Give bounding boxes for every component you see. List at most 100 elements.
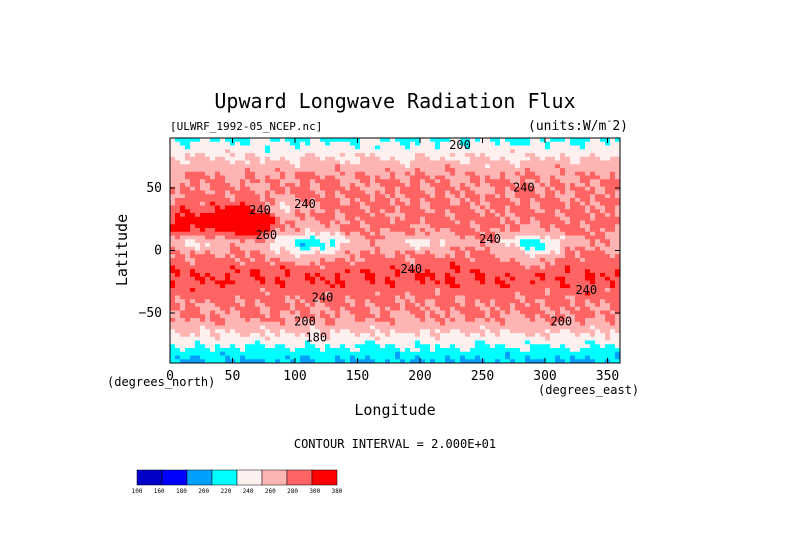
- heatmap-cell: [395, 306, 401, 311]
- heatmap-cell: [325, 190, 331, 195]
- heatmap-cell: [395, 194, 401, 199]
- heatmap-cell: [550, 306, 556, 311]
- heatmap-cell: [530, 179, 536, 184]
- heatmap-cell: [325, 201, 331, 206]
- heatmap-cell: [455, 336, 461, 341]
- heatmap-cell: [185, 314, 191, 319]
- heatmap-cell: [325, 194, 331, 199]
- heatmap-cell: [610, 261, 616, 266]
- heatmap-cell: [515, 179, 521, 184]
- heatmap-cell: [350, 336, 356, 341]
- heatmap-cell: [395, 228, 401, 233]
- heatmap-cell: [180, 149, 186, 154]
- heatmap-cell: [200, 149, 206, 154]
- heatmap-cell: [175, 265, 181, 270]
- heatmap-cell: [510, 183, 516, 188]
- heatmap-cell: [340, 265, 346, 270]
- heatmap-cell: [470, 201, 476, 206]
- heatmap-cell: [170, 333, 176, 338]
- heatmap-cell: [615, 284, 620, 289]
- heatmap-cell: [260, 295, 266, 300]
- heatmap-cell: [240, 190, 246, 195]
- heatmap-cell: [285, 291, 291, 296]
- heatmap-cell: [365, 156, 371, 161]
- heatmap-cell: [575, 314, 581, 319]
- heatmap-cell: [210, 314, 216, 319]
- heatmap-cell: [435, 213, 441, 218]
- heatmap-cell: [355, 321, 361, 326]
- heatmap-cell: [400, 261, 406, 266]
- heatmap-cell: [310, 156, 316, 161]
- heatmap-cell: [215, 168, 221, 173]
- heatmap-cell: [300, 160, 306, 165]
- heatmap-cell: [315, 231, 321, 236]
- plot-area: [170, 138, 620, 363]
- heatmap-cell: [230, 175, 236, 180]
- heatmap-cell: [545, 250, 551, 255]
- heatmap-cell: [500, 258, 506, 263]
- heatmap-cell: [570, 145, 576, 150]
- heatmap-cell: [270, 231, 276, 236]
- heatmap-cell: [285, 280, 291, 285]
- heatmap-cell: [205, 213, 211, 218]
- heatmap-cell: [415, 269, 421, 274]
- heatmap-cell: [350, 194, 356, 199]
- heatmap-cell: [265, 258, 271, 263]
- heatmap-cell: [330, 261, 336, 266]
- heatmap-cell: [390, 205, 396, 210]
- heatmap-cell: [405, 284, 411, 289]
- heatmap-cell: [225, 299, 231, 304]
- heatmap-cell: [550, 295, 556, 300]
- heatmap-cell: [255, 258, 261, 263]
- heatmap-cell: [235, 209, 241, 214]
- heatmap-cell: [460, 336, 466, 341]
- heatmap-cell: [560, 164, 566, 169]
- heatmap-cell: [565, 156, 571, 161]
- heatmap-cell: [490, 284, 496, 289]
- heatmap-cell: [255, 318, 261, 323]
- heatmap-cell: [540, 198, 546, 203]
- heatmap-cell: [540, 164, 546, 169]
- heatmap-cell: [380, 220, 386, 225]
- heatmap-cell: [480, 201, 486, 206]
- heatmap-cell: [240, 314, 246, 319]
- heatmap-cell: [420, 141, 426, 146]
- heatmap-cell: [430, 265, 436, 270]
- heatmap-cell: [610, 186, 616, 191]
- heatmap-cell: [380, 160, 386, 165]
- heatmap-cell: [190, 284, 196, 289]
- heatmap-cell: [355, 295, 361, 300]
- heatmap-cell: [220, 209, 226, 214]
- heatmap-cell: [395, 209, 401, 214]
- heatmap-cell: [605, 149, 611, 154]
- heatmap-cell: [270, 333, 276, 338]
- heatmap-cell: [600, 276, 606, 281]
- heatmap-cell: [290, 288, 296, 293]
- heatmap-cell: [590, 306, 596, 311]
- heatmap-cell: [490, 175, 496, 180]
- heatmap-cell: [485, 224, 491, 229]
- heatmap-cell: [345, 303, 351, 308]
- heatmap-cell: [430, 284, 436, 289]
- heatmap-cell: [495, 333, 501, 338]
- heatmap-cell: [600, 265, 606, 270]
- heatmap-cell: [475, 295, 481, 300]
- heatmap-cell: [190, 164, 196, 169]
- heatmap-cell: [525, 291, 531, 296]
- heatmap-cell: [505, 205, 511, 210]
- heatmap-cell: [205, 205, 211, 210]
- heatmap-cell: [215, 186, 221, 191]
- heatmap-cell: [355, 209, 361, 214]
- heatmap-cell: [260, 269, 266, 274]
- heatmap-cell: [315, 325, 321, 330]
- heatmap-cell: [305, 164, 311, 169]
- heatmap-cell: [465, 239, 471, 244]
- heatmap-cell: [200, 269, 206, 274]
- heatmap-cell: [295, 250, 301, 255]
- heatmap-cell: [550, 273, 556, 278]
- heatmap-cell: [525, 201, 531, 206]
- heatmap-cell: [615, 239, 620, 244]
- heatmap-cell: [245, 310, 251, 315]
- heatmap-cell: [405, 141, 411, 146]
- heatmap-cell: [325, 261, 331, 266]
